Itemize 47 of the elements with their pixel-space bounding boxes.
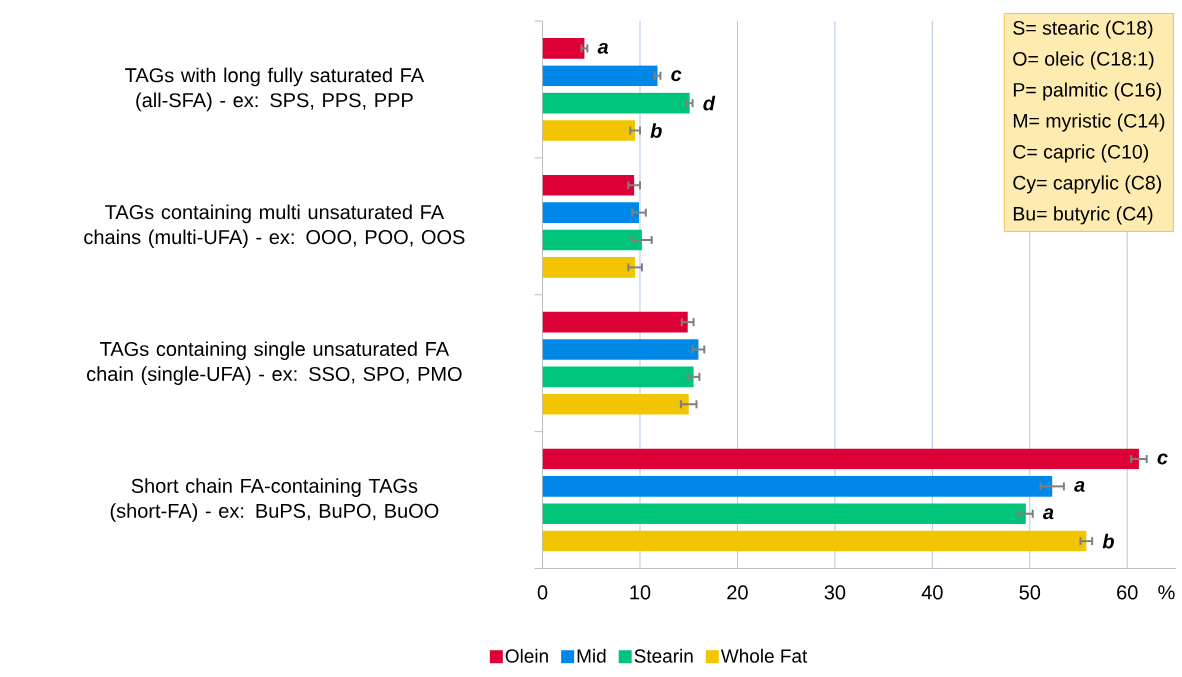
bar [542,503,1026,524]
annotation: C= capric (C10) [1013,144,1149,163]
data-label: c [671,70,682,81]
annotation: Cy= caprylic (C8) [1013,175,1162,194]
bar [542,120,636,141]
x-tick-label: 20 [727,585,748,600]
bar [542,229,642,251]
bar [542,393,689,415]
data-label: a [597,42,609,54]
data-label: b [650,122,662,138]
bar [542,174,635,196]
data-label: d [703,95,716,111]
annotation: S= stearic (C18) [1013,20,1153,39]
annotation: O= oleic (C18:1) [1013,51,1154,70]
legend-label: Stearin [634,648,693,663]
data-label: b [1102,533,1114,549]
data-label: a [1042,508,1054,520]
legend-label: Mid [577,648,606,663]
y-tick-label: Short chain FA-containing TAGs (short-FA) - ex: BuPS, BuPO, BuOO [110,478,439,522]
y-tick-label: TAGs containing single unsaturated FA chain (single-UFA) - ex: SSO, SPO, PMO [87,341,462,385]
bar [542,311,688,333]
y-tick-label: TAGs containing multi unsaturated FA chains (multi-UFA) - ex: OOO, POO, OOS [84,204,465,248]
annotation: M= myristic (C14) [1013,113,1165,132]
y-tick-label: TAGs with long fully saturated FA (all-SFA) - ex: SPS, PPS, PPP [125,67,425,112]
bar [542,475,1053,497]
legend-label: Whole Fat [720,648,808,663]
bar [542,202,639,223]
bar [542,448,1139,470]
x-tick-label: 50 [1019,585,1041,600]
bar [542,92,690,114]
data-label: c [1157,453,1168,465]
x-tick-label: 30 [824,585,846,600]
x-tick-label: 60 [1117,585,1138,600]
annotation: P= palmitic (C16) [1013,82,1162,101]
annotation: Bu= butyric (C4) [1013,206,1153,225]
bar [542,256,636,278]
bar [542,37,585,59]
x-tick-label: 10 [630,585,651,600]
data-label: a [1074,480,1085,492]
x-tick-label: 0 [537,585,548,600]
legend-label: Olein [505,648,548,663]
x-axis-title: % [1158,585,1175,600]
bar [542,366,694,387]
bar [542,530,1087,552]
bar [542,339,699,360]
bar [542,65,658,86]
x-tick-label: 40 [921,585,943,600]
